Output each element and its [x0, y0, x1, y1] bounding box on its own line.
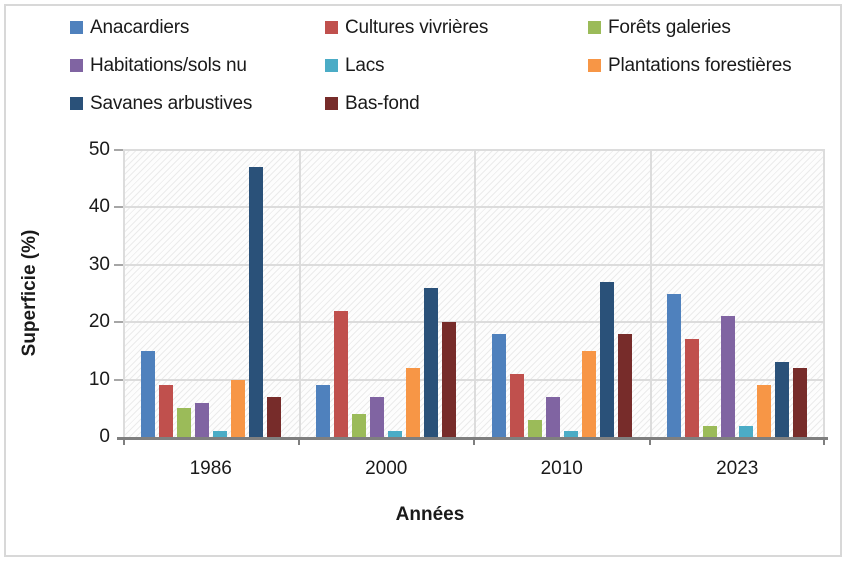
bar-plantations-foresti-res-1986: [230, 379, 245, 437]
bar-bas-fond-1986: [266, 396, 281, 437]
legend-item: Plantations forestières: [588, 54, 826, 77]
legend-label: Forêts galeries: [608, 16, 731, 38]
legend-label: Habitations/sols nu: [90, 54, 247, 76]
legend-item: Habitations/sols nu: [70, 54, 325, 77]
x-axis-tick: [123, 440, 125, 445]
legend-swatch: [588, 59, 601, 72]
x-tick-label: 1986: [189, 458, 232, 479]
legend-item: Bas-fond: [325, 92, 588, 115]
x-gridline: [649, 150, 652, 437]
y-tick-label: 10: [88, 368, 110, 390]
bar-savanes-arbustives-2010: [599, 282, 614, 437]
x-axis-tick: [473, 440, 475, 445]
legend-label: Lacs: [345, 54, 385, 76]
bar-lacs-2000: [388, 431, 403, 437]
bar-group-2000: [299, 150, 475, 437]
y-tick-label: 50: [88, 139, 110, 160]
x-axis-line: [117, 437, 828, 440]
y-axis-tick: [114, 149, 123, 151]
bar-savanes-arbustives-2000: [424, 287, 439, 437]
x-gridline: [823, 150, 825, 437]
x-tick-label: 2000: [365, 458, 408, 479]
x-axis-tick: [297, 440, 300, 445]
bar-lacs-2010: [563, 431, 578, 437]
x-gridline: [298, 150, 301, 437]
y-axis-tick: [114, 263, 123, 266]
bar-bas-fond-2023: [793, 368, 808, 437]
y-axis-tick: [114, 378, 123, 381]
bar-for-ts-galeries-2000: [352, 414, 367, 437]
bar-anacardiers-2023: [667, 293, 682, 437]
legend-swatch: [588, 21, 601, 34]
y-axis-title: Superficie (%): [19, 229, 40, 357]
legend-label: Cultures vivrières: [345, 16, 489, 38]
bar-cultures-vivri-res-2010: [509, 373, 524, 437]
legend-label: Anacardiers: [90, 16, 190, 38]
y-axis-tick: [114, 206, 123, 209]
legend-swatch: [70, 21, 83, 34]
bar-for-ts-galeries-2010: [527, 419, 542, 437]
y-tick-label: 30: [88, 253, 110, 275]
bar-anacardiers-1986: [140, 350, 155, 437]
legend-swatch: [325, 59, 338, 72]
bar-for-ts-galeries-1986: [176, 408, 191, 437]
bar-cultures-vivri-res-2023: [685, 339, 700, 437]
bar-group-1986: [123, 150, 299, 437]
x-axis-title: Années: [395, 504, 465, 525]
bar-habitations-sols-nu-1986: [194, 402, 209, 437]
bar-habitations-sols-nu-2000: [370, 396, 385, 437]
bar-savanes-arbustives-1986: [248, 167, 263, 437]
bar-group-2023: [650, 150, 826, 437]
x-tick-label: 2023: [716, 458, 759, 479]
bar-anacardiers-2010: [491, 333, 506, 437]
legend-item: Anacardiers: [70, 16, 325, 39]
bar-anacardiers-2000: [316, 385, 331, 437]
bar-cultures-vivri-res-1986: [158, 385, 173, 437]
legend-item: Cultures vivrières: [325, 16, 588, 39]
legend: Anacardiers Cultures vivrières Forêts gale…: [70, 16, 826, 115]
y-tick-label: 20: [88, 311, 110, 333]
legend-swatch: [70, 59, 83, 72]
legend-item: Forêts galeries: [588, 16, 826, 39]
plot-area: [114, 149, 828, 445]
legend-swatch: [70, 97, 83, 110]
bar-group-2010: [474, 150, 650, 437]
y-tick-label: 0: [99, 426, 110, 447]
bar-plantations-foresti-res-2000: [406, 368, 421, 437]
bar-for-ts-galeries-2023: [703, 425, 718, 437]
y-axis-tick: [114, 321, 123, 324]
bar-plantations-foresti-res-2010: [581, 350, 596, 437]
bar-savanes-arbustives-2023: [775, 362, 790, 437]
bar-plantations-foresti-res-2023: [757, 385, 772, 437]
legend-item: Lacs: [325, 54, 588, 77]
legend-swatch: [325, 97, 338, 110]
bar-bas-fond-2000: [442, 322, 457, 437]
legend-item: Savanes arbustives: [70, 92, 325, 115]
bar-bas-fond-2010: [617, 333, 632, 437]
y-tick-label: 40: [88, 196, 110, 218]
bar-cultures-vivri-res-2000: [334, 310, 349, 437]
legend-swatch: [325, 21, 338, 34]
bar-habitations-sols-nu-2010: [545, 396, 560, 437]
x-tick-label: 2010: [540, 458, 583, 479]
x-axis-tick: [648, 440, 651, 445]
bar-lacs-1986: [212, 431, 227, 437]
legend-label: Savanes arbustives: [90, 92, 253, 114]
x-axis-tick: [823, 440, 825, 445]
x-gridline: [123, 150, 125, 437]
legend-label: Bas-fond: [345, 92, 420, 114]
legend-label: Plantations forestières: [608, 54, 792, 76]
bar-lacs-2023: [739, 425, 754, 437]
bar-habitations-sols-nu-2023: [721, 316, 736, 437]
x-gridline: [474, 150, 476, 437]
